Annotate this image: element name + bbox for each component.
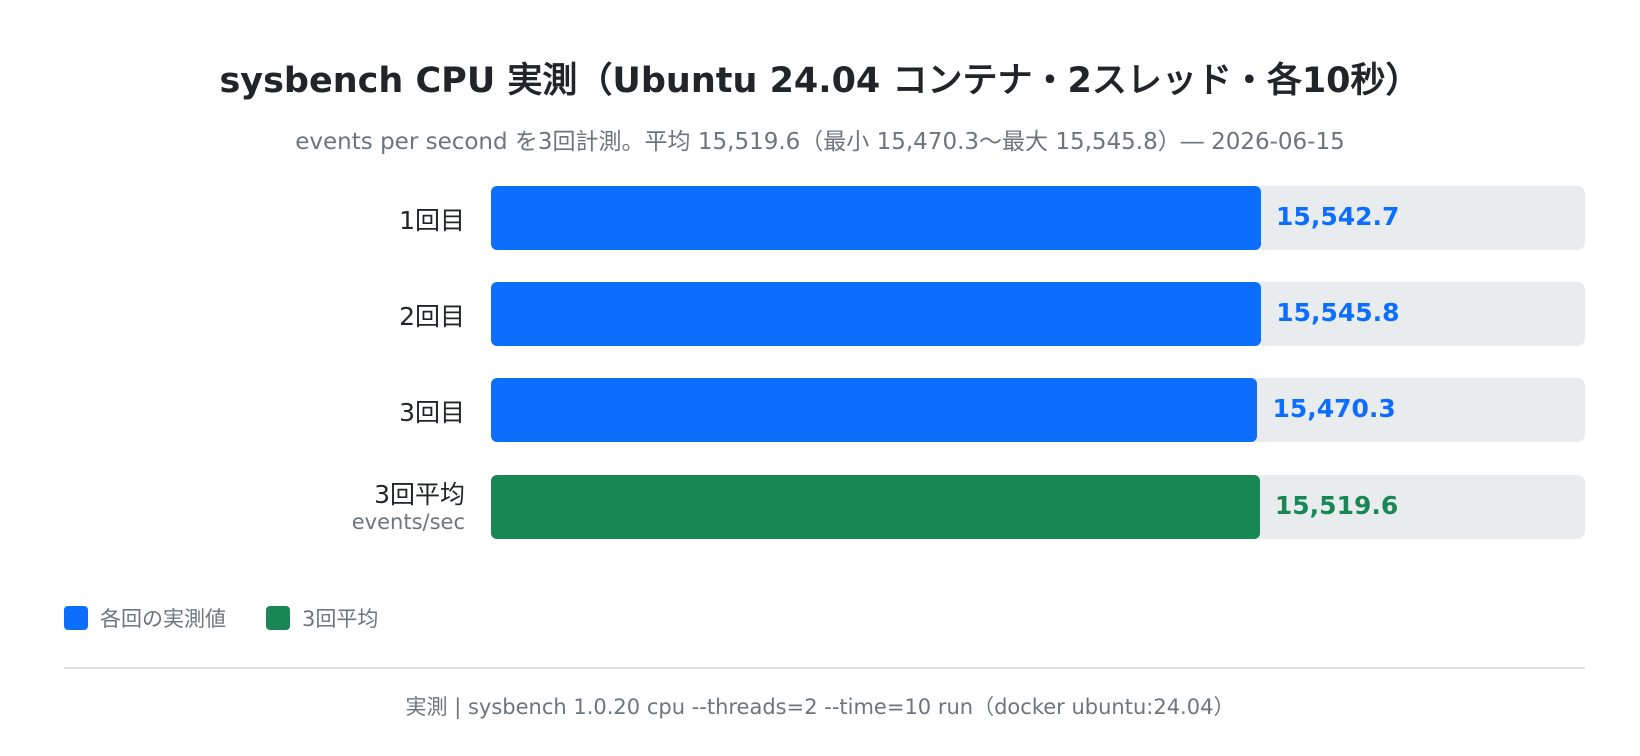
value-label-run-2: 15,545.8 (1276, 298, 1400, 327)
category-label-run-1: 1回目 (399, 206, 465, 235)
value-label-run-1: 15,542.7 (1276, 202, 1400, 231)
legend: 各回の実測値 3回平均 (64, 603, 418, 633)
footer-note: 実測 | sysbench 1.0.20 cpu --threads=2 --t… (405, 695, 1235, 719)
legend-swatch-average (266, 606, 290, 630)
bar-run-2 (491, 282, 1262, 346)
legend-swatch-runs (64, 606, 88, 630)
footer-divider (64, 667, 1585, 669)
value-label-run-3: 15,470.3 (1272, 394, 1396, 423)
bar-run-3 (491, 378, 1258, 442)
legend-item-average: 3回平均 (266, 603, 378, 633)
value-label-average: 15,519.6 (1274, 491, 1399, 520)
category-sublabel-average: events/sec (351, 510, 465, 534)
page-subtitle: events per second を3回計測。平均 15,519.6（最小 1… (295, 129, 1345, 155)
category-label-average: 3回平均 (374, 480, 465, 509)
bar-average (491, 475, 1260, 539)
page-title: sysbench CPU 実測（Ubuntu 24.04 コンテナ・2スレッド・… (219, 61, 1421, 101)
category-label-run-2: 2回目 (399, 302, 465, 331)
legend-item-runs: 各回の実測値 (64, 603, 226, 633)
legend-label-runs: 各回の実測値 (100, 607, 226, 631)
bar-run-1 (491, 186, 1262, 250)
category-label-run-3: 3回目 (399, 398, 465, 427)
legend-label-average: 3回平均 (302, 607, 379, 631)
